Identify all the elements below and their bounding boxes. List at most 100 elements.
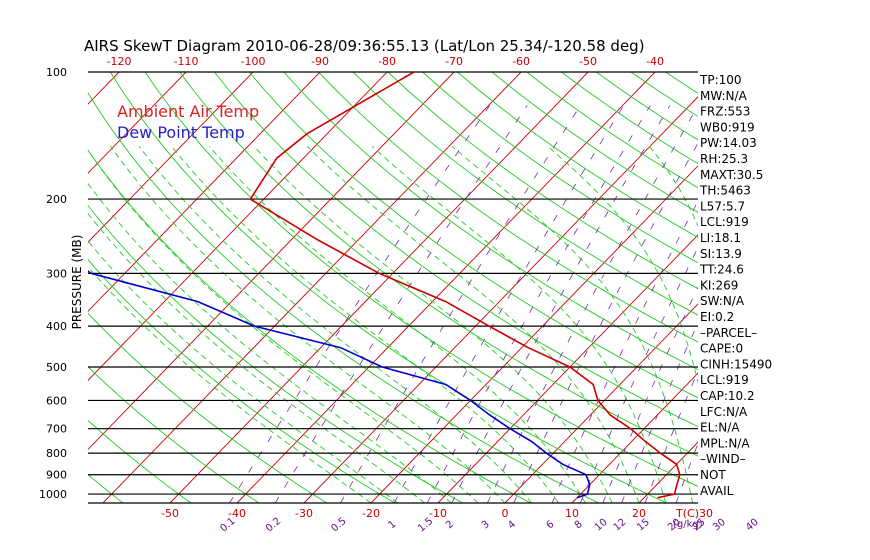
index-item: PW:14.03 [700,136,757,150]
index-item: KI:269 [700,278,738,292]
bottom-temp-tick-label: 30 [699,507,713,520]
dry-adiabat-line [179,72,698,457]
pressure-tick-label: 800 [46,447,67,460]
bottom-temp-tick-label: -50 [161,507,179,520]
dry-adiabat-line [352,72,698,316]
dry-adiabat-line [88,419,192,503]
mixing-ratio-tick-label: 12 [612,517,629,534]
pressure-tick-label: 200 [46,193,67,206]
index-item: LI:18.1 [700,231,741,245]
isotherm-line [0,72,52,503]
bottom-temp-tick-label: -20 [362,507,380,520]
index-item: RH:25.3 [700,152,748,166]
mixing-ratio-tick-label: 1 [387,519,399,532]
y-axis-label: PRESSURE (MB) [70,235,84,330]
index-item: TP:100 [699,73,742,87]
isotherm-line [370,165,698,503]
isotherm-line [303,96,698,503]
index-item: LCL:919 [700,215,749,229]
bottom-temp-tick-label: -40 [228,507,246,520]
pressure-tick-label: 500 [46,361,67,374]
index-item: L57:5.7 [700,199,745,213]
pressure-tick-label: 400 [46,320,67,333]
isotherm-line [88,72,455,451]
mixing-ratio-tick-label: 10 [593,517,610,534]
moist-adiabat-line [138,146,533,503]
mixing-ratio-line [274,105,528,503]
index-item: –WIND– [700,452,746,466]
bottom-temp-tick-label: 10 [565,507,579,520]
index-item: MW:N/A [700,89,748,103]
index-item: CAPE:0 [700,342,743,356]
index-item: AVAIL [700,484,734,498]
pressure-tick-label: 100 [46,66,67,79]
isotherm-line [236,72,656,503]
x-axis-unit-label: T(C) [675,507,699,520]
isotherm-line [571,372,698,503]
isotherm-line [169,72,589,503]
top-temp-tick-label: -50 [579,55,597,68]
mixing-ratio-line [426,105,651,503]
mixing-ratio-tick-label: 0.5 [329,516,348,535]
mixing-ratio-tick-label: 8 [573,519,585,532]
isotherm-line [88,72,120,105]
legend-ambient-air-temp: Ambient Air Temp [117,102,259,121]
mixing-ratio-line [513,142,698,503]
dry-adiabat-line [88,149,531,503]
mixing-ratio-tick-label: 4 [506,519,518,532]
top-temp-tick-label: -80 [378,55,396,68]
pressure-tick-label: 1000 [39,488,67,501]
dry-adiabat-line [144,72,698,487]
mixing-ratio-tick-label: 30 [711,517,728,534]
legend-dew-point-temp: Dew Point Temp [117,123,245,142]
index-item: LCL:919 [700,373,749,387]
index-item: NOT [700,468,726,482]
mixing-ratio-line [229,105,491,503]
moist-adiabat-line [88,149,479,503]
dry-adiabat-line [88,312,328,503]
bottom-temp-tick-label: 20 [632,507,646,520]
isotherm-line [840,72,870,503]
dry-adiabat-line [88,92,599,503]
chart-title: AIRS SkewT Diagram 2010-06-28/09:36:55.1… [84,37,645,55]
bottom-temp-tick-label: -10 [429,507,447,520]
dry-adiabat-line [88,366,260,503]
top-temp-tick-label: -120 [107,55,132,68]
isotherm-line [773,72,870,503]
top-temp-tick-label: -60 [512,55,530,68]
dry-adiabat-line [422,72,698,264]
index-item: LFC:N/A [700,405,748,419]
bottom-temp-tick-label: -30 [295,507,313,520]
index-item: –PARCEL– [700,326,757,340]
mixing-ratio-line [487,105,698,503]
pressure-tick-label: 300 [46,267,67,280]
index-item: EL:N/A [700,421,740,435]
dry-adiabat-line [283,72,698,371]
index-item: SI:13.9 [700,247,742,261]
index-item: MAXT:30.5 [700,168,763,182]
mixing-ratio-tick-label: 40 [744,517,761,534]
dry-adiabat-line [88,258,396,503]
isotherm-line [88,72,254,243]
mixing-ratio-unit-label: (g/kg) [673,519,703,530]
bottom-temp-tick-label: 0 [502,507,509,520]
pressure-tick-label: 900 [46,469,67,482]
index-item: CAP:10.2 [700,389,755,403]
pressure-tick-label: 700 [46,423,67,436]
dry-adiabat-line [88,204,463,503]
pressure-tick-label: 600 [46,394,67,407]
mixing-ratio-tick-label: 3 [480,519,492,532]
dry-adiabat-line [387,72,698,290]
mixing-ratio-tick-label: 2 [444,519,456,532]
index-item: TH:5463 [699,184,751,198]
dry-adiabat-line [214,72,698,428]
isotherm-line [102,72,522,503]
isotherm-line [88,72,321,312]
dry-adiabat-line [248,72,698,399]
top-temp-tick-label: -70 [445,55,463,68]
moist-adiabat-line [800,146,806,503]
mixing-ratio-line [451,105,671,503]
top-temp-tick-label: -110 [174,55,199,68]
index-item: CINH:15490 [700,357,772,371]
